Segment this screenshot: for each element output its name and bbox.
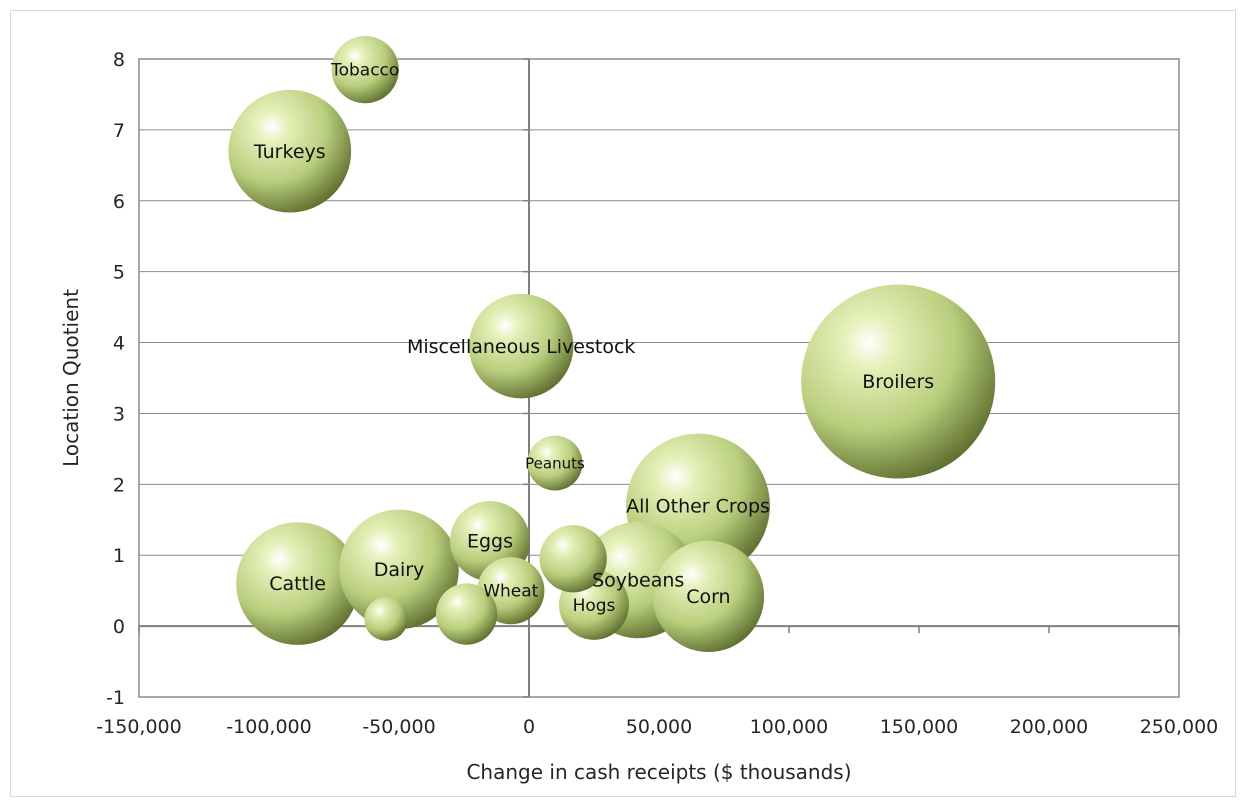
bubble-label: Cattle	[269, 573, 326, 595]
bubble	[652, 540, 765, 653]
y-tick-label: 2	[113, 474, 125, 496]
x-tick-label: 150,000	[880, 716, 959, 738]
bubble	[468, 293, 574, 399]
y-tick-label: 8	[113, 49, 125, 71]
bubble	[801, 284, 996, 479]
x-tick-label: 100,000	[750, 716, 829, 738]
bubble-label: Hogs	[573, 596, 616, 616]
x-tick-label: 250,000	[1140, 716, 1219, 738]
bubble	[331, 36, 399, 104]
y-tick-label: 0	[113, 616, 125, 638]
bubble	[228, 89, 352, 213]
y-tick-label: 7	[113, 120, 125, 142]
y-axis-title: Location Quotient	[59, 289, 83, 467]
x-tick-label: 0	[523, 716, 535, 738]
bubble	[539, 525, 607, 593]
bubble-label: All Other Crops	[626, 495, 770, 517]
bubble-label: Broilers	[862, 371, 934, 393]
y-tick-label: 1	[113, 545, 125, 567]
y-tick-label: 4	[113, 333, 125, 355]
bubble-label: Corn	[686, 586, 730, 608]
x-axis-title: Change in cash receipts ($ thousands)	[466, 760, 851, 784]
bubble-label: Eggs	[467, 531, 513, 553]
x-tick-label: 50,000	[626, 716, 692, 738]
y-tick-label: 5	[113, 262, 125, 284]
tick-labels: -150,000 -100,000 -50,000 0 50,000 100,000 150…	[96, 49, 1218, 738]
bubble	[435, 583, 498, 645]
x-tick-label: -100,000	[226, 716, 311, 738]
bubble	[236, 522, 359, 645]
bubble-label: Peanuts	[525, 454, 585, 472]
bubbles	[228, 36, 996, 653]
y-tick-label: 3	[113, 403, 125, 425]
chart-frame	[10, 10, 1236, 797]
bubble	[527, 435, 583, 491]
x-tick-label: -50,000	[362, 716, 435, 738]
x-tick-label: 200,000	[1010, 716, 1089, 738]
bubble-label: Dairy	[374, 559, 425, 581]
x-tick-label: -150,000	[96, 716, 181, 738]
bubble-label: Miscellaneous Livestock	[407, 336, 635, 358]
bubble-label: Soybeans	[592, 570, 684, 592]
bubble-label: Tobacco	[330, 61, 399, 81]
y-tick-label: 6	[113, 191, 125, 213]
bubble-label: Wheat	[483, 582, 538, 602]
y-tick-label: -1	[106, 687, 125, 709]
plot-border	[138, 58, 1180, 698]
bubble-label: Turkeys	[253, 141, 326, 163]
bubble-labels: Broilers All Other Crops Turkeys Cattle Misc…	[253, 61, 934, 616]
bubble	[339, 509, 459, 630]
bubble	[364, 597, 408, 641]
